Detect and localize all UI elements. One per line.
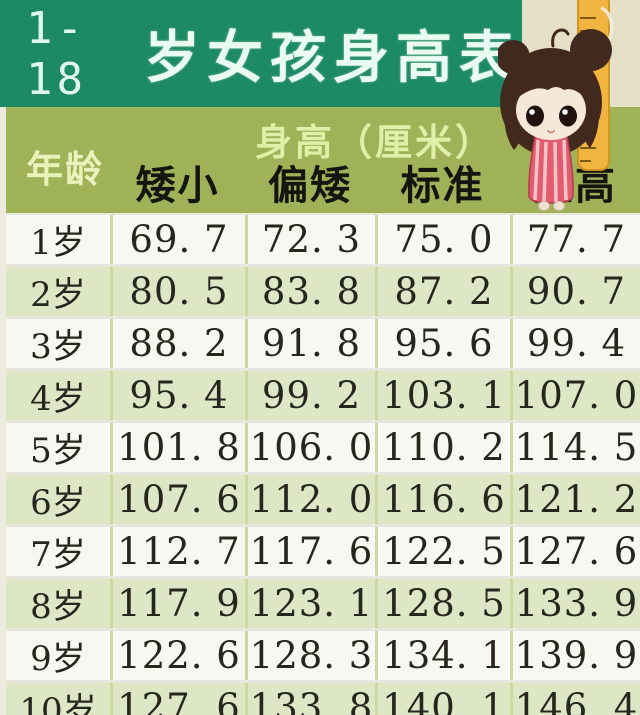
table-row: 5岁 101. 8 106. 0 110. 2 114. 5 bbox=[6, 423, 640, 472]
height-table-body: 1岁 69. 7 72. 3 75. 0 77. 7 2岁 80. 5 83. … bbox=[0, 213, 640, 715]
value-cell: 99. 4 bbox=[510, 319, 640, 368]
value-cell: 87. 2 bbox=[375, 267, 510, 316]
age-cell: 9岁 bbox=[6, 631, 110, 680]
age-cell: 2岁 bbox=[6, 267, 110, 316]
value-cell: 140. 1 bbox=[375, 683, 510, 715]
value-cell: 95. 6 bbox=[375, 319, 510, 368]
table-row: 8岁 117. 9 123. 1 128. 5 133. 9 bbox=[6, 579, 640, 628]
value-cell: 114. 5 bbox=[510, 423, 640, 472]
category-header-row: 矮小 偏矮 标准 超高 bbox=[6, 153, 640, 211]
value-cell: 117. 6 bbox=[245, 527, 375, 576]
height-unit-header: 身高（厘米） bbox=[255, 122, 495, 163]
category-header-tall: 超高 bbox=[533, 164, 617, 208]
value-cell: 133. 8 bbox=[245, 683, 375, 715]
value-cell: 128. 3 bbox=[245, 631, 375, 680]
value-cell: 123. 1 bbox=[245, 579, 375, 628]
table-row: 4岁 95. 4 99. 2 103. 1 107. 0 bbox=[6, 371, 640, 420]
value-cell: 128. 5 bbox=[375, 579, 510, 628]
age-cell: 3岁 bbox=[6, 319, 110, 368]
age-cell: 6岁 bbox=[6, 475, 110, 524]
value-cell: 83. 8 bbox=[245, 267, 375, 316]
beige-corner-background bbox=[522, 0, 640, 107]
value-cell: 127. 6 bbox=[510, 527, 640, 576]
value-cell: 103. 1 bbox=[375, 371, 510, 420]
value-cell: 112. 0 bbox=[245, 475, 375, 524]
value-cell: 134. 1 bbox=[375, 631, 510, 680]
category-header-below-average: 偏矮 bbox=[268, 164, 352, 208]
value-cell: 116. 6 bbox=[375, 475, 510, 524]
value-cell: 101. 8 bbox=[110, 423, 245, 472]
age-cell: 8岁 bbox=[6, 579, 110, 628]
value-cell: 80. 5 bbox=[110, 267, 245, 316]
value-cell: 95. 4 bbox=[110, 371, 245, 420]
title-age-range: 1-18 bbox=[26, 2, 87, 105]
age-column-header: 年龄 bbox=[26, 149, 104, 190]
age-cell: 7岁 bbox=[6, 527, 110, 576]
category-header-spacer bbox=[6, 153, 110, 211]
table-row: 3岁 88. 2 91. 8 95. 6 99. 4 bbox=[6, 319, 640, 368]
table-row: 7岁 112. 7 117. 6 122. 5 127. 6 bbox=[6, 527, 640, 576]
table-header-band: 年龄 身高（厘米） 矮小 偏矮 标准 超高 bbox=[0, 107, 640, 213]
category-header-short: 矮小 bbox=[135, 164, 220, 208]
value-cell: 127. 6 bbox=[110, 683, 245, 715]
value-cell: 117. 9 bbox=[110, 579, 245, 628]
value-cell: 75. 0 bbox=[375, 215, 510, 264]
value-cell: 88. 2 bbox=[110, 319, 245, 368]
table-row: 6岁 107. 6 112. 0 116. 6 121. 2 bbox=[6, 475, 640, 524]
value-cell: 107. 0 bbox=[510, 371, 640, 420]
category-header-standard: 标准 bbox=[400, 164, 485, 208]
table-row: 10岁 127. 6 133. 8 140. 1 146. 4 bbox=[6, 683, 640, 715]
value-cell: 107. 6 bbox=[110, 475, 245, 524]
value-cell: 110. 2 bbox=[375, 423, 510, 472]
chalkboard-header: 1-18 岁女孩身高表 bbox=[0, 0, 522, 107]
table-row: 1岁 69. 7 72. 3 75. 0 77. 7 bbox=[6, 215, 640, 264]
table-row: 9岁 122. 6 128. 3 134. 1 139. 9 bbox=[6, 631, 640, 680]
value-cell: 77. 7 bbox=[510, 215, 640, 264]
value-cell: 122. 5 bbox=[375, 527, 510, 576]
value-cell: 146. 4 bbox=[510, 683, 640, 715]
age-cell: 5岁 bbox=[6, 423, 110, 472]
value-cell: 133. 9 bbox=[510, 579, 640, 628]
value-cell: 91. 8 bbox=[245, 319, 375, 368]
value-cell: 90. 7 bbox=[510, 267, 640, 316]
age-cell: 4岁 bbox=[6, 371, 110, 420]
age-cell: 1岁 bbox=[6, 215, 110, 264]
value-cell: 139. 9 bbox=[510, 631, 640, 680]
value-cell: 112. 7 bbox=[110, 527, 245, 576]
value-cell: 121. 2 bbox=[510, 475, 640, 524]
value-cell: 72. 3 bbox=[245, 215, 375, 264]
page-title: 岁女孩身高表 bbox=[144, 26, 522, 89]
age-cell: 10岁 bbox=[6, 683, 110, 715]
value-cell: 106. 0 bbox=[245, 423, 375, 472]
left-edge-strip bbox=[0, 107, 6, 715]
table-row: 2岁 80. 5 83. 8 87. 2 90. 7 bbox=[6, 267, 640, 316]
value-cell: 99. 2 bbox=[245, 371, 375, 420]
value-cell: 69. 7 bbox=[110, 215, 245, 264]
value-cell: 122. 6 bbox=[110, 631, 245, 680]
